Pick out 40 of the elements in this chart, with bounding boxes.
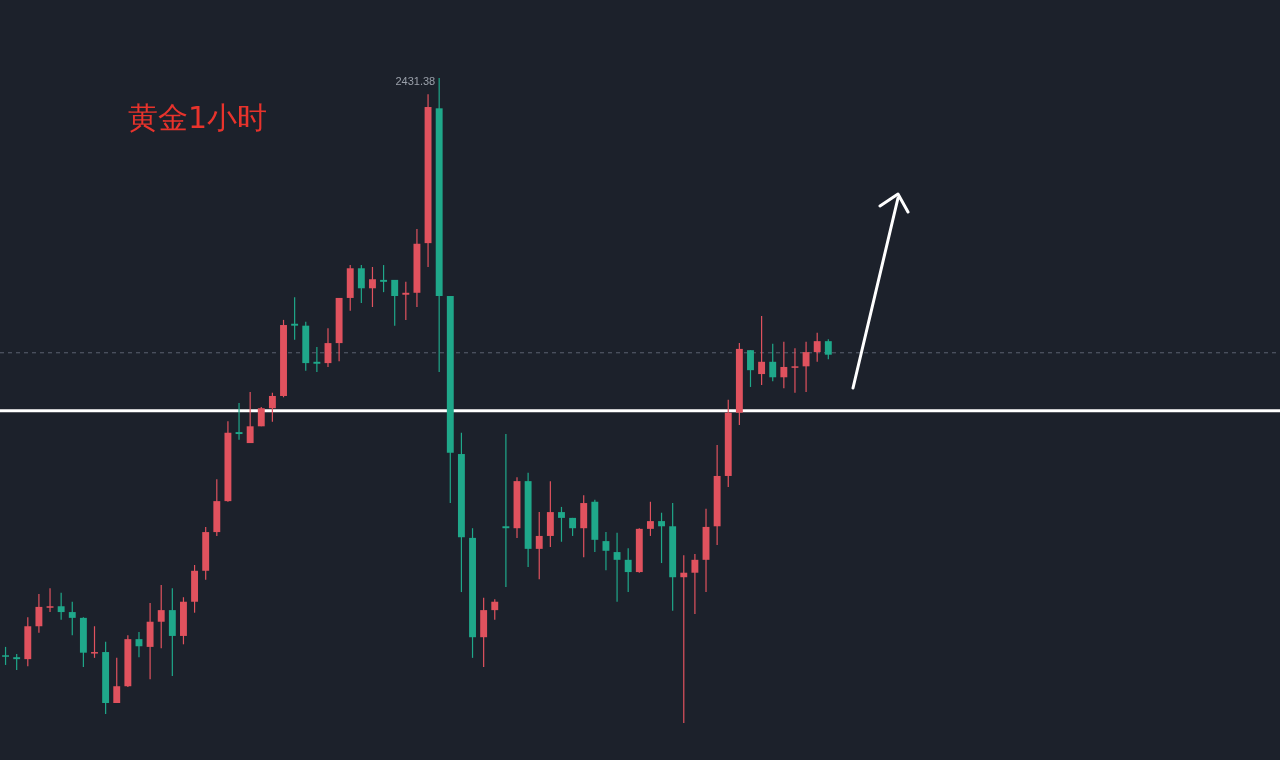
candlestick [268, 392, 276, 423]
candlestick [813, 332, 821, 363]
candlestick [2, 646, 10, 666]
candlestick [291, 296, 299, 341]
candlestick [502, 433, 510, 588]
candlestick [624, 547, 632, 593]
candlestick [313, 346, 321, 373]
candlestick [646, 501, 654, 537]
candlestick [57, 592, 65, 621]
candlestick [613, 532, 621, 603]
candlestick [824, 338, 832, 360]
annotation: 2431.38 [395, 75, 436, 87]
candlestick [402, 281, 410, 321]
candlestick [35, 593, 43, 634]
candlestick [357, 264, 365, 304]
candlestick [391, 279, 399, 327]
candlestick [535, 511, 543, 580]
candlestick [680, 554, 688, 724]
candlestick [658, 512, 665, 564]
candlestick [113, 657, 121, 704]
candlestick [380, 264, 388, 293]
candlestick [691, 553, 699, 615]
text: 黄金1小时 [128, 100, 268, 135]
candlestick [791, 347, 799, 394]
candlestick [769, 343, 777, 382]
candlestick [802, 341, 810, 393]
candlestick [246, 391, 254, 444]
candlestick [491, 598, 499, 621]
candlestick [546, 480, 554, 548]
candlestick [91, 625, 98, 659]
candlestick [46, 587, 54, 613]
candlestick [780, 341, 788, 389]
candlestick [157, 584, 165, 649]
candlestick [68, 601, 76, 636]
candlestick [747, 349, 754, 388]
candlestick [369, 266, 376, 308]
candlestick [758, 315, 766, 386]
candlestick [235, 402, 243, 441]
candlestick [602, 531, 610, 571]
candlestick [558, 506, 565, 543]
